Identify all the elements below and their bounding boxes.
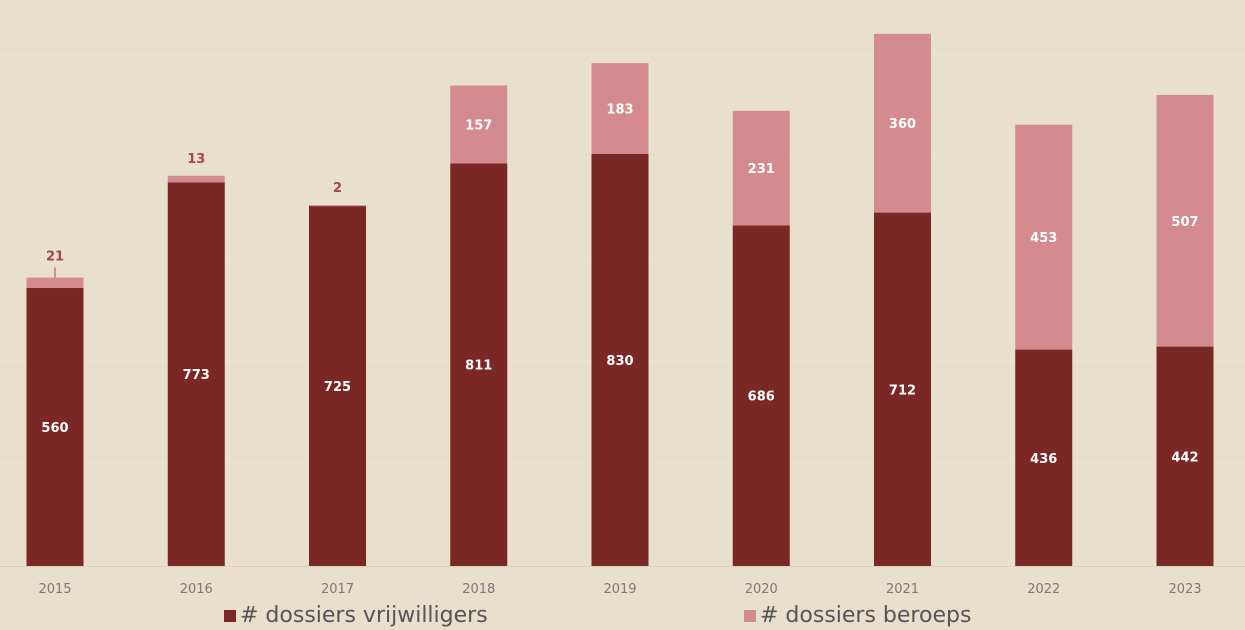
bar-segment-beroeps: [450, 85, 508, 164]
x-tick-label: 2017: [321, 582, 354, 597]
data-label-vrijwilligers: 686: [748, 390, 775, 405]
data-label-beroeps: 360: [889, 117, 916, 132]
data-label-beroeps: 231: [748, 162, 775, 177]
data-label-vrijwilligers: 830: [606, 354, 633, 369]
bar-segment-beroeps: [167, 175, 225, 183]
data-label-beroeps: 2: [333, 181, 342, 196]
bar-segment-vrijwilligers: [167, 182, 225, 566]
bar-segment-vrijwilligers: [1015, 349, 1073, 566]
data-label-beroeps: 157: [465, 118, 492, 133]
bar-segment-vrijwilligers: [874, 212, 931, 566]
legend-label-beroeps: # dossiers beroeps: [760, 603, 972, 628]
bar-segment-beroeps: [874, 33, 931, 213]
bar-segment-vrijwilligers: [309, 206, 366, 567]
bar-segment-beroeps: [26, 277, 84, 289]
data-label-beroeps: 453: [1030, 231, 1057, 246]
legend-swatch-vrijwilligers: [224, 609, 236, 622]
data-label-vrijwilligers: 773: [183, 368, 210, 383]
data-label-vrijwilligers: 725: [324, 380, 351, 395]
data-label-vrijwilligers: 436: [1030, 452, 1057, 467]
x-tick-label: 2020: [745, 582, 778, 597]
bar-segment-vrijwilligers: [450, 163, 508, 566]
x-tick-label: 2022: [1027, 582, 1060, 597]
legend-item-beroeps: # dossiers beroeps: [744, 603, 971, 628]
data-label-beroeps: 183: [606, 103, 633, 118]
data-label-vrijwilligers: 712: [889, 383, 916, 398]
data-label-vrijwilligers: 442: [1171, 450, 1198, 465]
legend-swatch-beroeps: [744, 609, 756, 622]
bar-segment-beroeps: [1156, 94, 1214, 347]
bar-segment-beroeps: [732, 110, 790, 226]
legend-item-vrijwilligers: # dossiers vrijwilligers: [224, 603, 488, 628]
data-label-beroeps: 507: [1171, 215, 1198, 230]
legend-label-vrijwilligers: # dossiers vrijwilligers: [240, 603, 488, 628]
x-tick-label: 2021: [886, 582, 919, 597]
data-label-vrijwilligers: 560: [41, 421, 68, 436]
data-label-beroeps: 21: [46, 250, 64, 265]
bar-segment-vrijwilligers: [26, 288, 84, 566]
x-tick-label: 2016: [180, 582, 213, 597]
data-label-beroeps: 13: [187, 152, 205, 167]
x-tick-label: 2015: [38, 582, 71, 597]
chart-legend: # dossiers vrijwilligers # dossiers bero…: [0, 603, 1245, 630]
bar-segment-vrijwilligers: [591, 153, 649, 566]
x-tick-label: 2019: [603, 582, 636, 597]
bar-segment-vrijwilligers: [732, 225, 790, 566]
bar-segment-beroeps: [591, 63, 649, 154]
bar-segment-beroeps: [1015, 124, 1073, 350]
bar-segment-vrijwilligers: [1156, 346, 1214, 566]
x-tick-label: 2023: [1168, 582, 1201, 597]
x-tick-label: 2018: [462, 582, 495, 597]
stacked-bar-chart: 560 21 2015 773 13 2016 725 2 2017 811 157 2018 830 1…: [0, 33, 1245, 597]
bar-segment-beroeps: [309, 205, 366, 207]
data-label-vrijwilligers: 811: [465, 359, 492, 374]
